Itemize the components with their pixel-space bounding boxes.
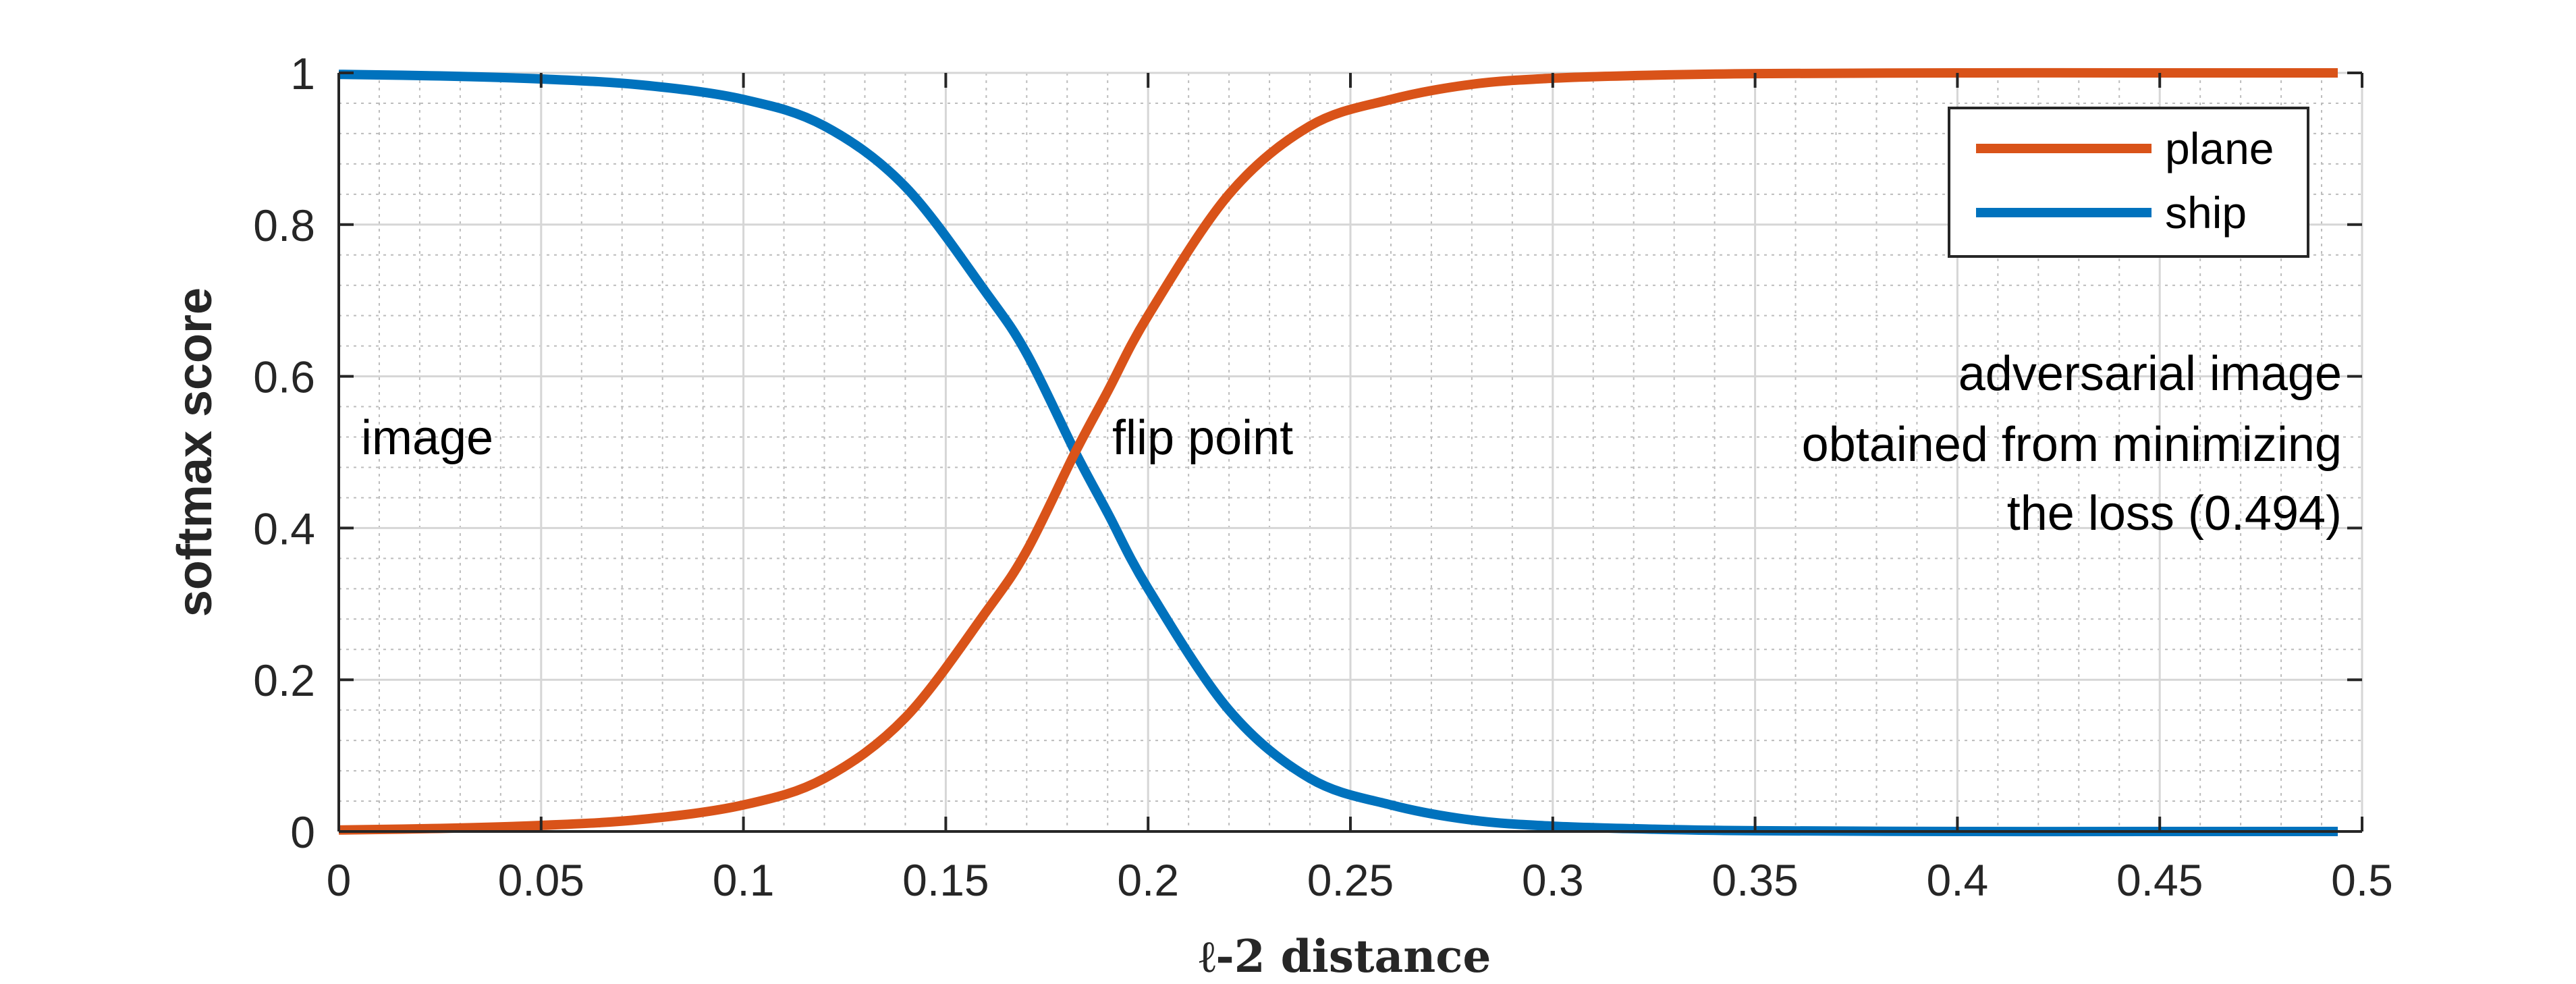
series-line-plane bbox=[338, 67, 2338, 835]
annotation-adversarial-line1: adversarial image bbox=[1958, 347, 2342, 401]
tick-labels: 0 0.05 0.1 0.15 0.2 0.25 0.3 0.35 0.4 0.45 0.5 0 0.2… bbox=[253, 49, 2393, 905]
annotation-adversarial-line3: the loss (0.494) bbox=[2007, 487, 2342, 541]
annotation-adversarial-line2: obtained from minimizing bbox=[1802, 418, 2342, 472]
y-tick-label: 1 bbox=[290, 49, 315, 99]
x-axis-label: ℓ-2 distance bbox=[1199, 930, 1491, 983]
x-tick-label: 0.25 bbox=[1307, 855, 1394, 905]
legend-label-ship: ship bbox=[2165, 188, 2247, 238]
x-tick-label: 0.3 bbox=[1522, 855, 1584, 905]
y-tick-label: 0.6 bbox=[253, 352, 315, 402]
y-tick-label: 0.2 bbox=[253, 655, 315, 705]
x-tick-label: 0.15 bbox=[902, 855, 989, 905]
axes-layer bbox=[337, 72, 2363, 833]
y-tick-label: 0.4 bbox=[253, 503, 315, 553]
y-tick-label: 0.8 bbox=[253, 200, 315, 250]
x-tick-label: 0.1 bbox=[713, 855, 775, 905]
x-tick-label: 0.2 bbox=[1117, 855, 1179, 905]
x-tick-label: 0.45 bbox=[2116, 855, 2203, 905]
legend: plane ship bbox=[1948, 107, 2309, 258]
x-tick-label: 0.5 bbox=[2331, 855, 2393, 905]
annotation-flip-point: flip point bbox=[1112, 411, 1293, 465]
legend-label-plane: plane bbox=[2165, 124, 2274, 173]
x-tick-label: 0.35 bbox=[1711, 855, 1798, 905]
x-tick-label: 0.05 bbox=[498, 855, 584, 905]
annotation-image: image bbox=[361, 411, 493, 465]
legend-box bbox=[1948, 107, 2309, 258]
y-axis-label: softmax score bbox=[168, 288, 222, 617]
y-tick-label: 0 bbox=[290, 807, 315, 857]
x-tick-label: 0.4 bbox=[1927, 855, 1989, 905]
x-tick-label: 0 bbox=[327, 855, 352, 905]
